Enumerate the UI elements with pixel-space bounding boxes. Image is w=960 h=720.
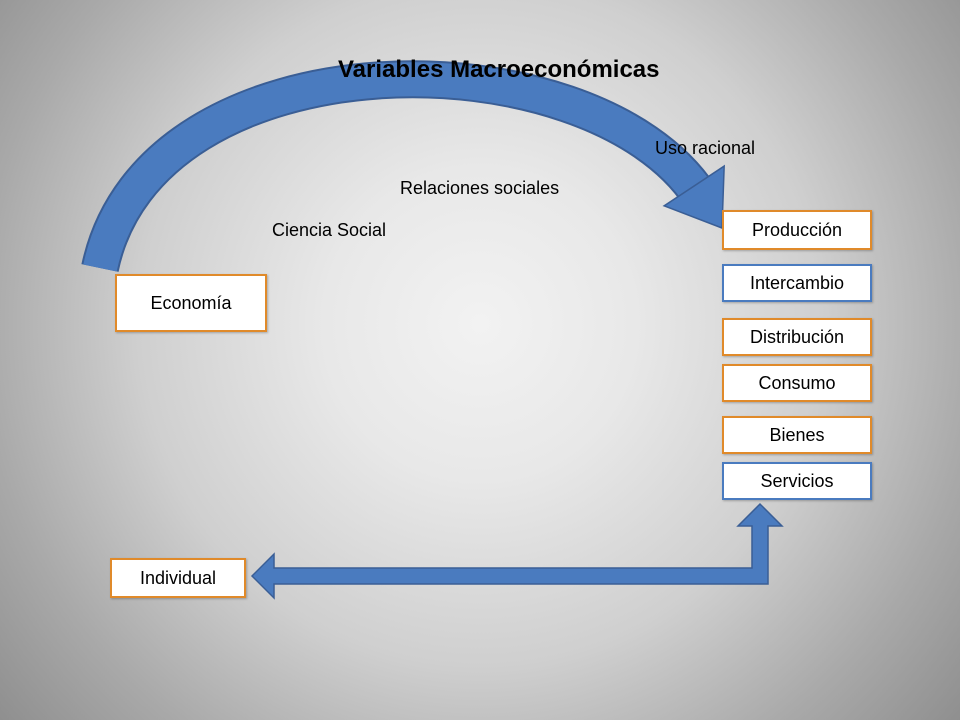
box-bienes: Bienes	[722, 416, 872, 454]
box-servicios: Servicios	[722, 462, 872, 500]
diagram-stage: Variables Macroeconómicas Uso racional R…	[0, 0, 960, 720]
box-individual: Individual	[110, 558, 246, 598]
box-label: Intercambio	[750, 273, 844, 294]
label-uso-racional: Uso racional	[655, 138, 755, 159]
box-produccion: Producción	[722, 210, 872, 250]
box-label: Consumo	[758, 373, 835, 394]
box-intercambio: Intercambio	[722, 264, 872, 302]
box-economia: Economía	[115, 274, 267, 332]
box-label: Bienes	[769, 425, 824, 446]
box-consumo: Consumo	[722, 364, 872, 402]
page-title: Variables Macroeconómicas	[338, 56, 660, 84]
box-label: Producción	[752, 220, 842, 241]
label-ciencia-social: Ciencia Social	[272, 220, 386, 241]
box-label: Servicios	[760, 471, 833, 492]
label-relaciones-sociales: Relaciones sociales	[400, 178, 559, 199]
arrows-layer	[0, 0, 960, 720]
box-label: Distribución	[750, 327, 844, 348]
box-label: Economía	[150, 293, 231, 314]
box-distribucion: Distribución	[722, 318, 872, 356]
box-label: Individual	[140, 568, 216, 589]
